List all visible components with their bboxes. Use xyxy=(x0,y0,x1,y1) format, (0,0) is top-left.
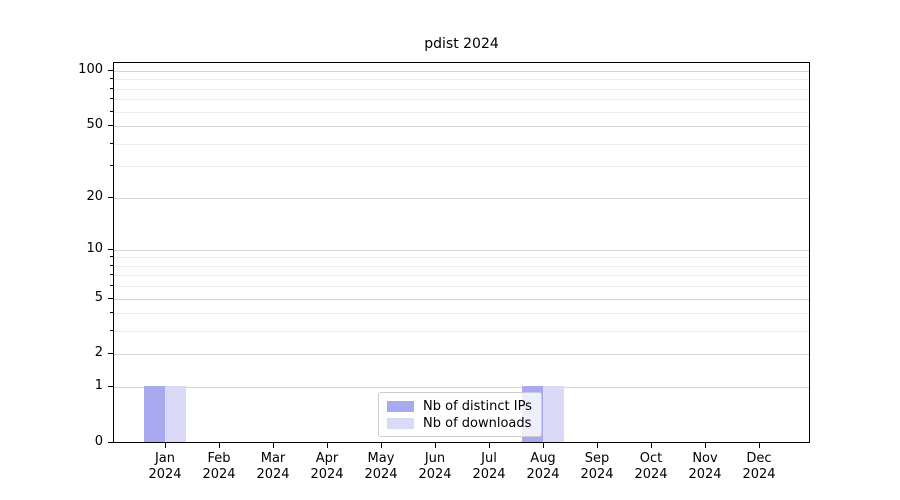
x-axis-tick xyxy=(327,443,328,448)
y-axis-tick-label: 50 xyxy=(86,117,103,133)
x-axis-tick-label: May 2024 xyxy=(364,451,398,482)
x-axis-tick xyxy=(651,443,652,448)
x-axis-tick-label: Mar 2024 xyxy=(256,451,290,482)
gridline-minor xyxy=(114,275,809,277)
y-axis-tick-label: 5 xyxy=(94,289,103,305)
x-axis-tick xyxy=(597,443,598,448)
gridline-minor xyxy=(114,88,809,90)
y-axis-tick-label: 20 xyxy=(86,188,103,204)
gridline-minor xyxy=(114,79,809,81)
y-axis-tick xyxy=(108,70,113,71)
gridline-major xyxy=(114,354,809,356)
legend-item-downloads: Nb of downloads xyxy=(387,415,533,432)
x-axis-tick xyxy=(165,443,166,448)
y-axis-minor-tick xyxy=(110,142,113,144)
x-axis-tick-label: Dec 2024 xyxy=(742,451,776,482)
gridline-major xyxy=(114,126,809,128)
y-axis-minor-tick xyxy=(110,285,113,287)
legend-label-distinct-ips: Nb of distinct IPs xyxy=(423,399,532,414)
x-axis-tick-label: Jan 2024 xyxy=(148,451,182,482)
x-axis-tick xyxy=(273,443,274,448)
y-axis-tick xyxy=(108,386,113,388)
bar-distinct-ips xyxy=(144,386,165,442)
gridline-minor xyxy=(114,143,809,145)
y-axis-tick-label: 0 xyxy=(94,434,103,449)
y-axis-minor-tick xyxy=(110,78,113,80)
y-axis-tick xyxy=(108,442,113,443)
gridline-major xyxy=(114,249,809,251)
y-axis-minor-tick xyxy=(110,274,113,276)
y-axis-tick xyxy=(108,196,113,198)
y-axis-tick-label: 1 xyxy=(94,378,103,394)
y-axis-minor-tick xyxy=(110,98,113,100)
x-axis-tick-label: Feb 2024 xyxy=(202,451,236,482)
gridline-minor xyxy=(114,257,809,259)
y-axis-minor-tick xyxy=(110,264,113,266)
bar-downloads xyxy=(165,386,186,442)
y-axis-tick xyxy=(108,297,113,299)
x-axis-tick xyxy=(759,443,760,448)
gridline-minor xyxy=(114,265,809,267)
gridline-major xyxy=(114,387,809,389)
legend: Nb of distinct IPs Nb of downloads xyxy=(378,392,542,437)
y-axis-minor-tick xyxy=(110,256,113,258)
y-axis-minor-tick xyxy=(110,312,113,314)
gridline-minor xyxy=(114,99,809,101)
gridline-minor xyxy=(114,286,809,288)
bar-downloads xyxy=(543,386,564,442)
x-axis-tick-label: Oct 2024 xyxy=(634,451,668,482)
x-axis-tick xyxy=(489,443,490,448)
legend-item-distinct-ips: Nb of distinct IPs xyxy=(387,398,533,415)
x-axis-tick xyxy=(435,443,436,448)
x-axis-tick xyxy=(219,443,220,448)
y-axis-minor-tick xyxy=(110,330,113,332)
y-axis-tick-label: 100 xyxy=(78,62,103,77)
y-axis-minor-tick xyxy=(110,165,113,167)
x-axis-tick-label: Sep 2024 xyxy=(580,451,614,482)
legend-swatch-distinct-ips xyxy=(387,401,414,412)
y-axis-tick-label: 10 xyxy=(86,240,103,256)
x-axis-tick xyxy=(705,443,706,448)
y-axis-tick-label: 2 xyxy=(94,345,103,361)
gridline-major xyxy=(114,197,809,199)
gridline-minor xyxy=(114,166,809,168)
x-axis-tick-label: Jul 2024 xyxy=(472,451,506,482)
x-axis-tick-label: Aug 2024 xyxy=(526,451,560,482)
y-axis-tick xyxy=(108,248,113,250)
legend-swatch-downloads xyxy=(387,418,414,429)
y-axis-minor-tick xyxy=(110,110,113,112)
y-axis-tick xyxy=(108,353,113,355)
gridline-major xyxy=(114,71,809,72)
gridline-minor xyxy=(114,331,809,333)
x-axis-tick-label: Nov 2024 xyxy=(688,451,722,482)
x-axis-tick-label: Jun 2024 xyxy=(418,451,452,482)
y-axis-minor-tick xyxy=(110,87,113,89)
plot-area xyxy=(113,62,810,443)
chart-title: pdist 2024 xyxy=(424,36,499,52)
gridline-minor xyxy=(114,313,809,315)
x-axis-tick-label: Apr 2024 xyxy=(310,451,344,482)
gridline-minor xyxy=(114,111,809,113)
x-axis-tick xyxy=(381,443,382,448)
x-axis-tick xyxy=(543,443,544,448)
gridline-major xyxy=(114,298,809,300)
y-axis-tick xyxy=(108,125,113,127)
legend-label-downloads: Nb of downloads xyxy=(423,416,532,431)
